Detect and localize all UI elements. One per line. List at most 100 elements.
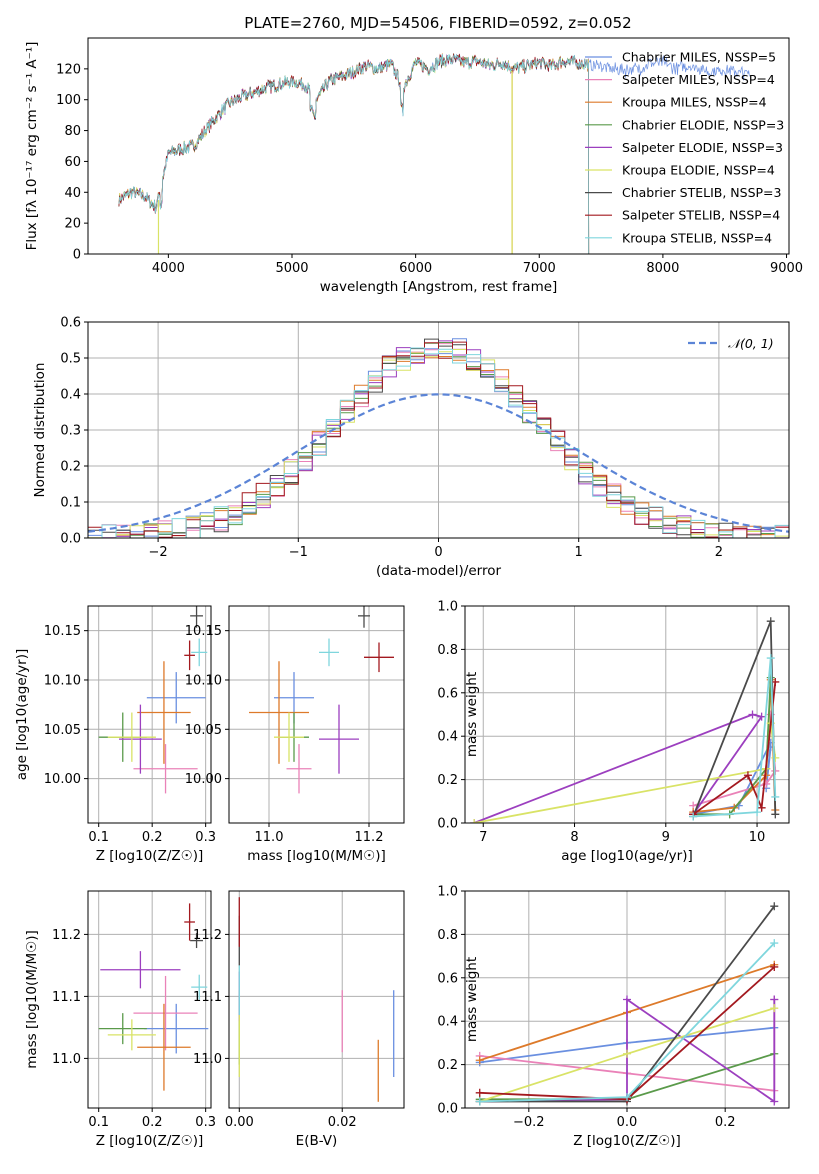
errorbar-point — [191, 638, 208, 667]
errorbar-group — [238, 897, 395, 1102]
x-tick-label: 0.0 — [617, 1115, 638, 1130]
x-tick-label: 0.00 — [225, 1115, 254, 1130]
errorbar-group — [98, 606, 208, 794]
errorbar-point — [286, 744, 312, 794]
spectrum-series-line — [118, 54, 590, 254]
errorbar-point — [146, 672, 206, 724]
y-tick-label: 60 — [64, 155, 81, 170]
mass-weight-marker — [771, 810, 780, 819]
spectrum-series-line — [118, 53, 590, 254]
x-tick-label: 4000 — [152, 261, 185, 276]
x-tick-label: 0.3 — [195, 830, 216, 845]
y-tick-label: 1.0 — [437, 600, 458, 615]
mass-vs-metallicity-panel: 0.1 0.2 0.3 11.0 11.1 11.2 Z [log10(Z/Z☉)] mass… — [24, 890, 216, 1149]
x-tick-label: 1 — [575, 545, 583, 560]
y-axis-label: age [log10(age/yr)] — [14, 649, 30, 781]
x-tick-label: 0.2 — [715, 1115, 736, 1130]
y-tick-label: 11.1 — [52, 990, 81, 1005]
x-tick-label: 0.02 — [328, 1115, 357, 1130]
y-tick-label: 11.0 — [193, 1052, 222, 1067]
y-tick-label: 0.3 — [60, 424, 81, 439]
mass-weight-marker — [475, 1088, 484, 1097]
y-tick-label: 11.0 — [52, 1052, 81, 1067]
y-tick-label: 10.00 — [185, 772, 222, 787]
x-axis-label: age [log10(age/yr)] — [561, 848, 693, 864]
y-tick-label: 0.6 — [60, 316, 81, 331]
y-tick-label: 0.5 — [60, 352, 81, 367]
mass-weight-series-line — [692, 681, 777, 816]
x-tick-label: 7000 — [523, 261, 556, 276]
y-tick-label: 0.2 — [437, 1058, 458, 1073]
y-tick-label: 80 — [64, 124, 81, 139]
mass-weight-marker — [748, 710, 757, 719]
x-tick-label: 9000 — [770, 261, 803, 276]
mass-weight-marker — [623, 1049, 631, 1058]
mass-weight-marker — [770, 962, 779, 971]
spectrum-lines — [118, 53, 750, 254]
errorbar-point — [364, 642, 394, 673]
y-tick-label: 0.6 — [437, 971, 458, 986]
y-tick-label: 0.1 — [60, 496, 81, 511]
mass-weight-marker — [475, 1056, 484, 1065]
errorbar-point — [190, 606, 203, 628]
legend-entry: Salpeter ELODIE, NSSP=3 — [622, 140, 783, 155]
plot-frame — [87, 605, 212, 824]
errorbar-point — [119, 704, 162, 774]
x-tick-label: 0.3 — [195, 1115, 216, 1130]
mass-weight-marker — [770, 902, 779, 911]
legend-entry: Chabrier MILES, NSSP=5 — [622, 50, 776, 65]
mass-weight-lines — [475, 902, 779, 1106]
mass-weight-marker — [771, 753, 780, 762]
mass-weight-marker — [475, 1097, 484, 1106]
legend-entry: Salpeter STELIB, NSSP=4 — [622, 208, 780, 223]
plot-frame — [464, 890, 790, 1109]
figure-title: PLATE=2760, MJD=54506, FIBERID=0592, z=0… — [244, 14, 631, 32]
x-tick-label: 10 — [749, 830, 766, 845]
mass-weight-marker — [757, 712, 766, 721]
x-tick-label: 0.1 — [88, 830, 109, 845]
y-axis-label: mass weight — [464, 672, 480, 757]
mass-weight-marker — [623, 1093, 631, 1102]
legend-entry: Chabrier ELODIE, NSSP=3 — [622, 117, 784, 132]
y-tick-label: 11.2 — [193, 928, 222, 943]
mass-weight-marker — [770, 1097, 779, 1106]
x-tick-label: −0.2 — [513, 1115, 545, 1130]
spectrum-series-line — [118, 53, 590, 254]
x-tick-label: −1 — [289, 545, 308, 560]
y-tick-label: 0 — [73, 248, 81, 263]
y-tick-label: 20 — [64, 217, 81, 232]
mass-weight-marker — [771, 677, 780, 686]
errorbar-point — [133, 975, 198, 1051]
y-tick-label: 120 — [56, 62, 81, 77]
spectrum-series-line — [118, 53, 590, 254]
errorbar-group — [98, 903, 209, 1091]
x-tick-label: 7 — [479, 830, 487, 845]
y-axis-label: Normed distribution — [32, 363, 48, 498]
legend-entry: 𝒩(0, 1) — [728, 336, 774, 351]
mass-weight-marker — [743, 771, 752, 780]
errorbar-point — [184, 903, 195, 941]
age-vs-metallicity-panel: 0.1 0.2 0.3 10.00 10.05 10.10 10.15 Z [log10(Z/… — [14, 605, 216, 864]
spectrum-series-line — [118, 53, 590, 254]
spectrum-series-line — [118, 54, 590, 254]
legend-entry: Salpeter MILES, NSSP=4 — [622, 72, 775, 87]
x-tick-label: 9 — [662, 830, 670, 845]
mass-weight-marker — [757, 803, 766, 812]
y-tick-label: 0.4 — [437, 1015, 458, 1030]
mass-weight-series-line — [473, 713, 764, 823]
histogram-step — [88, 341, 789, 538]
age-vs-mass-panel: 11.0 11.2 10.00 10.05 10.10 10.15 mass [log10(… — [185, 605, 405, 864]
errorbar-point — [319, 704, 359, 774]
x-axis-label: wavelength [Angstrom, rest frame] — [320, 279, 558, 295]
mass-weight-marker — [770, 939, 779, 948]
residual-histogram-panel: −2 −1 0 1 2 0.0 0.1 0.2 0.3 0.4 0.5 0.6 (data-model)… — [32, 316, 790, 579]
errorbar-point — [137, 661, 191, 764]
errorbar-point — [249, 661, 309, 764]
mass-weight-marker — [770, 1004, 779, 1013]
errorbar-point — [191, 974, 208, 1000]
mass-weight-marker — [771, 792, 780, 801]
errorbar-point — [133, 744, 198, 794]
spectrum-series-line — [118, 54, 590, 254]
spectrum-legend: Chabrier MILES, NSSP=5 Salpeter MILES, NS… — [585, 50, 784, 245]
mass-weight-marker — [470, 819, 479, 823]
